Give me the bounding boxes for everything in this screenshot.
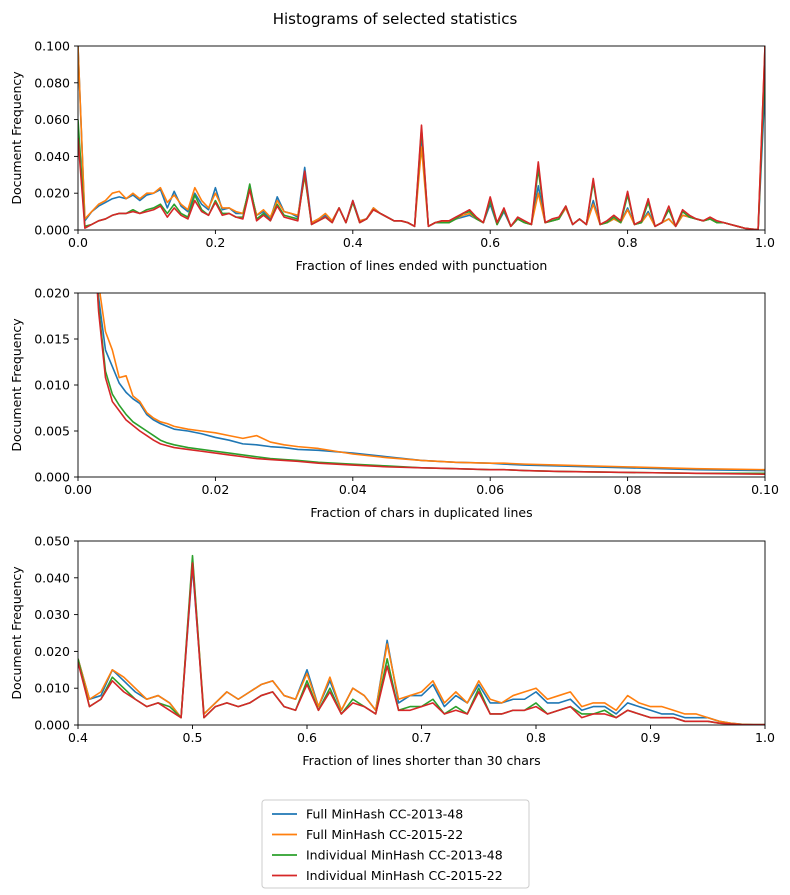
y-tick-label: 0.010	[34, 681, 70, 696]
series-lines	[78, 554, 765, 725]
y-tick-label: 0.010	[34, 378, 70, 393]
x-tick-label: 1.0	[755, 235, 775, 250]
y-tick-label: 0.000	[34, 470, 70, 485]
y-tick-label: 0.080	[34, 75, 70, 90]
y-tick-label: 0.050	[34, 534, 70, 549]
x-axis-label: Fraction of lines shorter than 30 chars	[302, 753, 540, 768]
x-tick-label: 0.9	[641, 730, 661, 745]
legend: Full MinHash CC-2013-48 Full MinHash CC-2…	[261, 799, 530, 889]
y-tick-label: 0.040	[34, 149, 70, 164]
x-axis-label: Fraction of lines ended with punctuation	[296, 258, 548, 273]
legend-label: Full MinHash CC-2013-48	[306, 807, 463, 822]
axes-frame	[77, 45, 766, 231]
chart-panel-1: 0.0 0.2 0.4 0.6 0.8 1.0 0.000 0.020 0.040 0.060 0.…	[9, 39, 775, 274]
y-tick-label: 0.060	[34, 112, 70, 127]
x-tick-label: 0.8	[618, 235, 638, 250]
x-tick-label: 0.6	[297, 730, 317, 745]
y-tick-label: 0.020	[34, 186, 70, 201]
legend-label: Individual MinHash CC-2013-48	[306, 848, 503, 863]
series-line-4	[78, 562, 765, 725]
y-tick-label: 0.000	[34, 718, 70, 733]
series-line-2	[78, 46, 765, 230]
y-tick-label: 0.015	[34, 332, 70, 347]
series-lines	[78, 46, 765, 230]
series-line-2	[78, 558, 765, 725]
x-tick-label: 1.0	[755, 730, 775, 745]
series-line-2	[99, 293, 765, 471]
x-tick-label: 0.00	[64, 482, 92, 497]
series-line-4	[96, 293, 765, 476]
x-tick-label: 0.08	[614, 482, 642, 497]
x-tick-label: 0.04	[339, 482, 367, 497]
figure-title: Histograms of selected statistics	[273, 10, 518, 28]
series-line-4	[78, 46, 765, 230]
y-tick-label: 0.005	[34, 424, 70, 439]
legend-label: Full MinHash CC-2015-22	[306, 827, 463, 842]
x-tick-label: 0.4	[68, 730, 88, 745]
x-tick-label: 0.10	[751, 482, 779, 497]
x-tick-label: 0.5	[183, 730, 203, 745]
chart-panel-2: 0.00 0.02 0.04 0.06 0.08 0.10 0.000 0.005 0.010 0…	[9, 286, 779, 521]
x-tick-label: 0.4	[343, 235, 363, 250]
x-tick-label: 0.2	[205, 235, 225, 250]
y-tick-label: 0.020	[34, 286, 70, 301]
y-tick-label: 0.030	[34, 607, 70, 622]
y-tick-label: 0.040	[34, 570, 70, 585]
x-tick-label: 0.06	[476, 482, 504, 497]
x-tick-label: 0.8	[526, 730, 546, 745]
x-tick-label: 0.02	[201, 482, 229, 497]
axes-frame	[77, 292, 766, 478]
y-tick-label: 0.100	[34, 39, 70, 54]
y-axis-label: Document Frequency	[9, 566, 24, 700]
x-tick-label: 0.6	[480, 235, 500, 250]
x-axis-label: Fraction of chars in duplicated lines	[310, 505, 532, 520]
legend-label: Individual MinHash CC-2015-22	[306, 868, 503, 883]
x-tick-label: 0.7	[412, 730, 432, 745]
series-line-3	[78, 554, 765, 725]
series-line-1	[78, 565, 765, 725]
legend-box	[261, 799, 530, 889]
y-axis-label: Document Frequency	[9, 318, 24, 452]
chart-panel-3: 0.4 0.5 0.6 0.7 0.8 0.9 1.0 0.000 0.010 0.020 0.03…	[9, 534, 775, 769]
y-tick-label: 0.020	[34, 644, 70, 659]
x-tick-label: 0.0	[68, 235, 88, 250]
y-tick-label: 0.000	[34, 223, 70, 238]
axes-frame	[77, 540, 766, 726]
chart-panels: 0.0 0.2 0.4 0.6 0.8 1.0 0.000 0.020 0.040 0.060 0.…	[9, 39, 779, 769]
series-lines	[96, 293, 765, 476]
y-axis-label: Document Frequency	[9, 71, 24, 205]
